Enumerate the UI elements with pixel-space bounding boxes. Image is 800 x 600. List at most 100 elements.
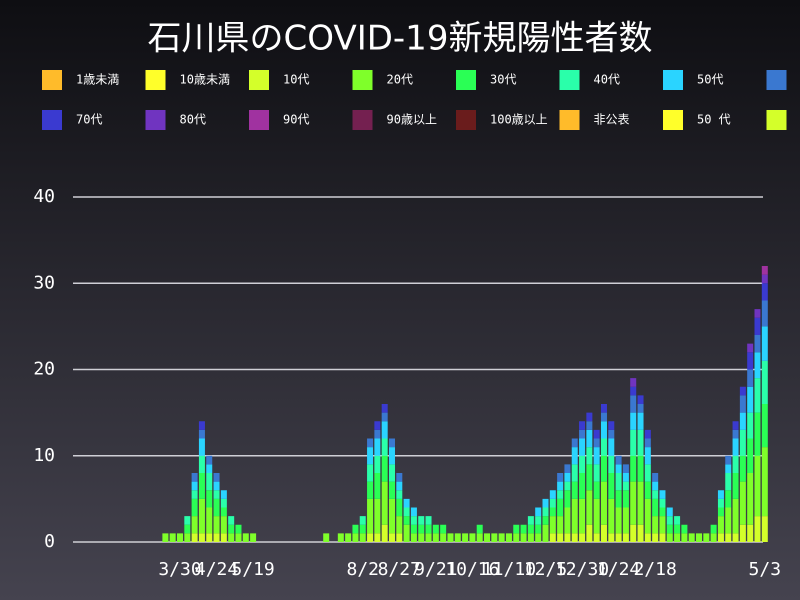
bar-segment — [608, 533, 615, 542]
bar-segment — [235, 533, 242, 542]
bar-segment — [228, 524, 235, 534]
bar-segment — [579, 473, 586, 499]
bar-segment — [754, 309, 761, 318]
bar-segment — [739, 429, 746, 456]
bar-segment — [761, 283, 768, 301]
legend-label: 30代 — [490, 73, 516, 87]
bar-segment — [571, 464, 578, 482]
bar-segment — [564, 490, 571, 508]
bar-segment — [549, 498, 556, 508]
bar-segment — [388, 447, 395, 465]
bar-segment — [717, 498, 724, 508]
bar-segment — [659, 533, 666, 542]
bar-segment — [381, 438, 388, 456]
bar-segment — [535, 516, 542, 525]
bar-segment — [571, 533, 578, 542]
bar-segment — [213, 516, 220, 534]
bar-segment — [198, 533, 205, 542]
bar-segment — [527, 533, 534, 542]
bar-segment — [579, 455, 586, 473]
x-tick-label: 1/24 — [597, 559, 640, 580]
bar-segment — [586, 412, 593, 422]
bar-segment — [381, 412, 388, 422]
bar-segment — [747, 438, 754, 473]
bar-segment — [549, 533, 556, 542]
bar-segment — [535, 533, 542, 542]
bar-segment — [557, 473, 564, 482]
bar-segment — [184, 524, 191, 534]
bar-segment — [732, 455, 739, 473]
bar-segment — [381, 455, 388, 482]
bar-segment — [564, 481, 571, 491]
bar-segment — [352, 524, 359, 534]
bar-segment — [549, 490, 556, 499]
bar-segment — [600, 421, 607, 439]
bar-segment — [396, 533, 403, 542]
x-tick-label: 10/16 — [445, 559, 499, 580]
bar-segment — [337, 533, 344, 542]
bar-segment — [608, 455, 615, 473]
bar-segment — [491, 533, 498, 542]
bar-segment — [498, 533, 505, 542]
bar-segment — [410, 516, 417, 525]
bar-segment — [717, 533, 724, 542]
bar-segment — [761, 326, 768, 361]
bar-segment — [177, 533, 183, 542]
bar-segment — [564, 507, 571, 534]
bar-segment — [725, 464, 732, 473]
bar-segment — [388, 533, 395, 542]
bar-segment — [652, 533, 659, 542]
bar-segment — [608, 438, 615, 456]
x-tick-label: 9/21 — [414, 559, 457, 580]
bar-segment — [213, 481, 220, 491]
bar-segment — [754, 455, 761, 517]
bar-segment — [652, 490, 659, 499]
bar-segment — [630, 395, 637, 413]
bar-segment — [571, 481, 578, 499]
legend-label: 50代 — [697, 73, 723, 87]
legend-swatch — [145, 110, 166, 130]
bar-segment — [388, 498, 395, 534]
bar-segment — [535, 524, 542, 534]
bar-segment — [754, 317, 761, 335]
legend-swatch — [559, 110, 580, 130]
bar-segment — [739, 481, 746, 525]
bar-segment — [600, 481, 607, 525]
bar-segment — [637, 455, 644, 482]
bar-segment — [747, 369, 754, 387]
bar-segment — [345, 533, 352, 542]
bar-segment — [440, 533, 447, 542]
bar-segment — [747, 343, 754, 353]
chart-title: 石川県のCOVID-19新規陽性者数 — [148, 19, 653, 59]
bar-segment — [703, 533, 710, 542]
bar-segment — [710, 533, 717, 542]
bar-segment — [615, 455, 622, 465]
bar-segment — [198, 421, 205, 430]
x-tick-label: 12/30 — [555, 559, 609, 580]
bar-segment — [747, 524, 754, 542]
bar-segment — [732, 533, 739, 542]
legend-label: 10代 — [283, 73, 309, 87]
bar-segment — [235, 524, 242, 534]
bar-segment — [381, 404, 388, 413]
bar-segment — [754, 516, 761, 542]
bar-segment — [571, 438, 578, 448]
bar-segment — [732, 438, 739, 456]
bar-segment — [198, 455, 205, 473]
bar-segment — [630, 524, 637, 542]
bar-segment — [206, 455, 213, 465]
bar-segment — [593, 498, 600, 534]
bar-segment — [220, 490, 227, 499]
bar-segment — [761, 360, 768, 404]
bar-segment — [374, 438, 381, 456]
bar-segment — [600, 524, 607, 542]
bar-segment — [637, 404, 644, 413]
bar-segment — [396, 473, 403, 482]
bar-segment — [542, 524, 549, 542]
bar-segment — [732, 473, 739, 499]
bar-segment — [608, 498, 615, 534]
bar-segment — [637, 524, 644, 542]
bar-segment — [732, 498, 739, 534]
bar-segment — [725, 507, 732, 534]
bar-segment — [579, 438, 586, 456]
